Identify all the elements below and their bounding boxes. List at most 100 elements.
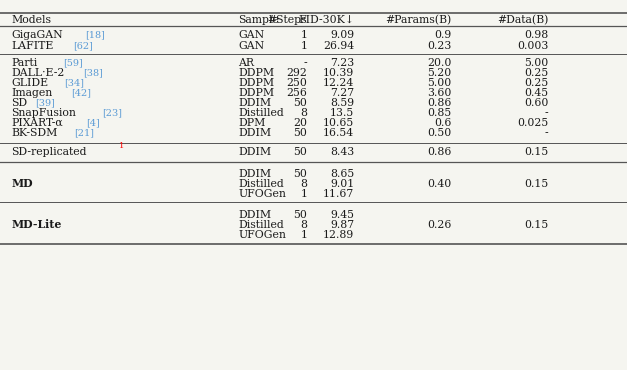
Text: [62]: [62]: [73, 41, 93, 50]
Text: 8: 8: [300, 179, 307, 189]
Text: #Data(B): #Data(B): [497, 14, 549, 25]
Text: 13.5: 13.5: [330, 108, 354, 118]
Text: DPM: DPM: [238, 118, 266, 128]
Text: [21]: [21]: [74, 128, 94, 137]
Text: [39]: [39]: [35, 98, 55, 107]
Text: 8: 8: [300, 108, 307, 118]
Text: DDIM: DDIM: [238, 128, 271, 138]
Text: [59]: [59]: [63, 58, 82, 67]
Text: GigaGAN: GigaGAN: [11, 30, 63, 40]
Text: 0.9: 0.9: [434, 30, 451, 40]
Text: #Params(B): #Params(B): [385, 14, 451, 25]
Text: MD: MD: [11, 178, 33, 189]
Text: DDIM: DDIM: [238, 147, 271, 158]
Text: SD-replicated: SD-replicated: [11, 147, 87, 158]
Text: [23]: [23]: [102, 108, 122, 117]
Text: SnapFusion: SnapFusion: [11, 108, 76, 118]
Text: 250: 250: [287, 78, 307, 88]
Text: DDIM: DDIM: [238, 98, 271, 108]
Text: 50: 50: [293, 128, 307, 138]
Text: 5.00: 5.00: [427, 78, 451, 88]
Text: GAN: GAN: [238, 30, 265, 40]
Text: 1: 1: [300, 229, 307, 240]
Text: DDIM: DDIM: [238, 209, 271, 220]
Text: 20.0: 20.0: [427, 58, 451, 68]
Text: 3.60: 3.60: [427, 88, 451, 98]
Text: 0.025: 0.025: [517, 118, 549, 128]
Text: 9.45: 9.45: [330, 209, 354, 220]
Text: 9.87: 9.87: [330, 219, 354, 230]
Text: Distilled: Distilled: [238, 179, 284, 189]
Text: 11.67: 11.67: [323, 189, 354, 199]
Text: 50: 50: [293, 169, 307, 179]
Text: 0.23: 0.23: [427, 41, 451, 51]
Text: Imagen: Imagen: [11, 88, 53, 98]
Text: DALL·E-2: DALL·E-2: [11, 68, 65, 78]
Text: AR: AR: [238, 58, 255, 68]
Text: 9.09: 9.09: [330, 30, 354, 40]
Text: DDPM: DDPM: [238, 68, 275, 78]
Text: 12.24: 12.24: [323, 78, 354, 88]
Text: 8.43: 8.43: [330, 147, 354, 158]
Text: 1: 1: [300, 30, 307, 40]
Text: -: -: [545, 108, 549, 118]
Text: 50: 50: [293, 147, 307, 158]
Text: UFOGen: UFOGen: [238, 229, 286, 240]
Text: 0.86: 0.86: [427, 98, 451, 108]
Text: 0.15: 0.15: [524, 219, 549, 230]
Text: 8.65: 8.65: [330, 169, 354, 179]
Text: BK-SDM: BK-SDM: [11, 128, 58, 138]
Text: 7.27: 7.27: [330, 88, 354, 98]
Text: 0.60: 0.60: [524, 98, 549, 108]
Text: DDPM: DDPM: [238, 78, 275, 88]
Text: [42]: [42]: [71, 88, 91, 97]
Text: [18]: [18]: [85, 30, 105, 39]
Text: 0.25: 0.25: [524, 68, 549, 78]
Text: 5.00: 5.00: [524, 58, 549, 68]
Text: 7.23: 7.23: [330, 58, 354, 68]
Text: 0.26: 0.26: [427, 219, 451, 230]
Text: 10.39: 10.39: [323, 68, 354, 78]
Text: 8: 8: [300, 219, 307, 230]
Text: 0.45: 0.45: [525, 88, 549, 98]
Text: 8.59: 8.59: [330, 98, 354, 108]
Text: 1: 1: [300, 189, 307, 199]
Text: MD-Lite: MD-Lite: [11, 219, 61, 230]
Text: 5.20: 5.20: [427, 68, 451, 78]
Text: DDIM: DDIM: [238, 169, 271, 179]
Text: 0.15: 0.15: [524, 147, 549, 158]
Text: 0.50: 0.50: [427, 128, 451, 138]
Text: 12.89: 12.89: [323, 229, 354, 240]
Text: 1: 1: [300, 41, 307, 51]
Text: [38]: [38]: [83, 68, 103, 77]
Text: 0.86: 0.86: [427, 147, 451, 158]
Text: 50: 50: [293, 209, 307, 220]
Text: GAN: GAN: [238, 41, 265, 51]
Text: PIXART-α: PIXART-α: [11, 118, 63, 128]
Text: 16.54: 16.54: [323, 128, 354, 138]
Text: Parti: Parti: [11, 58, 38, 68]
Text: -: -: [303, 58, 307, 68]
Text: 9.01: 9.01: [330, 179, 354, 189]
Text: Distilled: Distilled: [238, 219, 284, 230]
Text: 20: 20: [293, 118, 307, 128]
Text: [4]: [4]: [87, 118, 100, 127]
Text: Sample: Sample: [238, 14, 279, 25]
Text: 256: 256: [287, 88, 307, 98]
Text: 0.6: 0.6: [434, 118, 451, 128]
Text: 10.65: 10.65: [323, 118, 354, 128]
Text: 0.98: 0.98: [524, 30, 549, 40]
Text: FID-30K↓: FID-30K↓: [298, 14, 354, 25]
Text: -: -: [545, 128, 549, 138]
Text: 1: 1: [119, 142, 125, 150]
Text: 0.003: 0.003: [517, 41, 549, 51]
Text: LAFITE: LAFITE: [11, 41, 54, 51]
Text: GLIDE: GLIDE: [11, 78, 48, 88]
Text: 0.25: 0.25: [524, 78, 549, 88]
Text: 0.15: 0.15: [524, 179, 549, 189]
Text: SD: SD: [11, 98, 28, 108]
Text: 50: 50: [293, 98, 307, 108]
Text: UFOGen: UFOGen: [238, 189, 286, 199]
Text: #Steps: #Steps: [268, 14, 307, 25]
Text: 292: 292: [287, 68, 307, 78]
